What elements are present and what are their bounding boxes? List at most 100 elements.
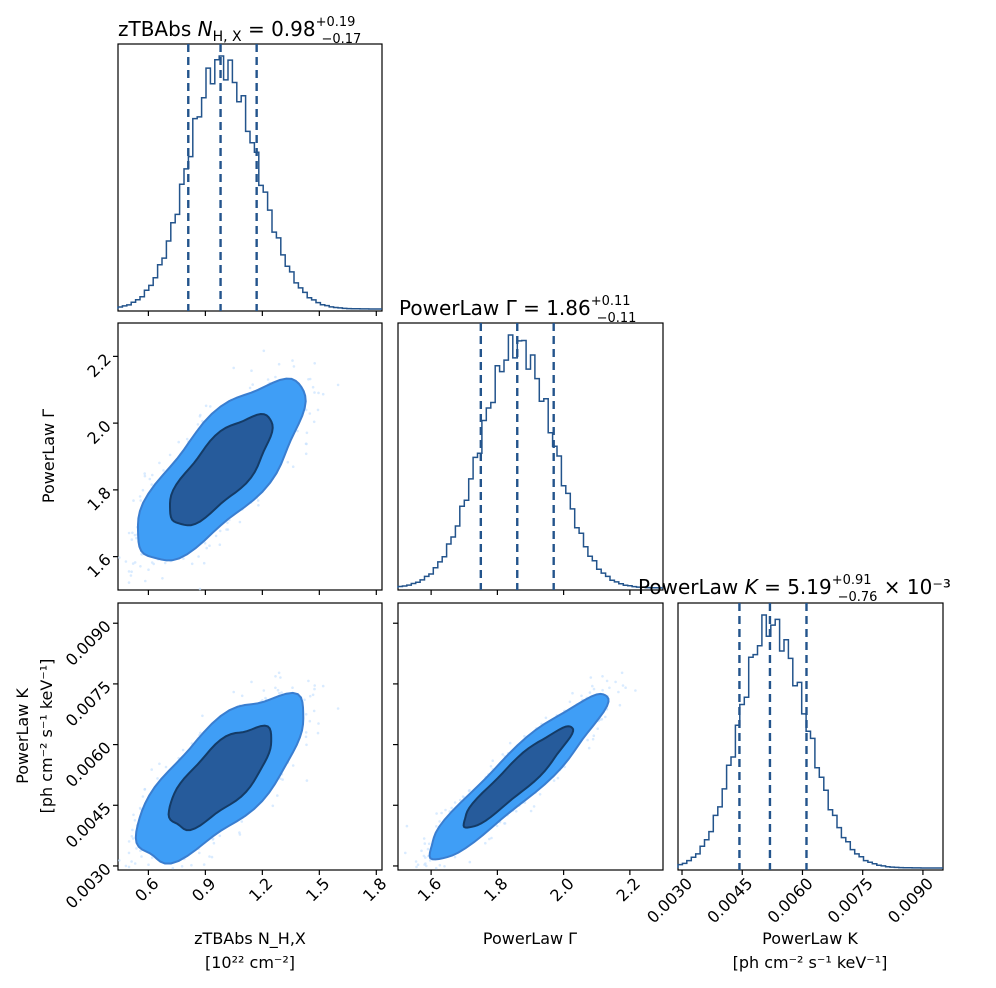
- scatter-point: [450, 806, 454, 810]
- scatter-point: [133, 533, 137, 537]
- xunits-nh: [10²² cm⁻²]: [205, 953, 295, 972]
- y-tick-label-norm: 0.0030: [62, 859, 115, 912]
- scatter-point: [196, 423, 200, 426]
- scatter-point: [127, 581, 131, 584]
- contour-68-nh-norm: [167, 724, 273, 832]
- scatter-point: [336, 707, 340, 710]
- scatter-point: [118, 556, 121, 559]
- scatter-point: [182, 557, 185, 560]
- scatter-point: [278, 691, 281, 695]
- scatter-point: [127, 840, 131, 843]
- x-tick-label-nh: 0.6: [131, 874, 162, 905]
- scatter-point: [620, 671, 624, 675]
- scatter-point: [139, 499, 142, 502]
- scatter-point: [538, 793, 542, 796]
- scatter-point: [256, 499, 260, 502]
- scatter-point: [133, 819, 137, 822]
- scatter-point: [291, 686, 294, 689]
- scatter-point: [127, 851, 131, 855]
- scatter-point: [316, 731, 320, 735]
- scatter-point: [198, 587, 202, 591]
- scatter-point: [544, 716, 548, 720]
- scatter-point: [124, 560, 128, 563]
- scatter-point: [501, 753, 505, 756]
- scatter-point: [589, 676, 593, 679]
- scatter-point: [291, 465, 295, 469]
- scatter-point: [305, 743, 308, 747]
- y-tick-label-gamma: 2.0: [83, 416, 114, 447]
- scatter-point: [130, 570, 133, 573]
- scatter-point: [453, 801, 457, 804]
- scatter-point: [604, 715, 607, 719]
- scatter-point: [133, 561, 137, 564]
- scatter-point: [440, 811, 443, 815]
- title-nh: zTBAbs NH, X = 0.98+0.19 −0.17: [118, 15, 361, 47]
- scatter-point: [552, 779, 556, 782]
- scatter-point: [127, 865, 131, 869]
- x-tick-label-gamma: 1.8: [480, 874, 511, 905]
- scatter-point: [124, 864, 128, 868]
- x-tick-label-norm: 0.0045: [703, 874, 756, 927]
- ylabel-norm: PowerLaw K: [13, 688, 32, 784]
- scatter-point: [608, 686, 611, 690]
- scatter-point: [617, 690, 620, 694]
- scatter-point: [307, 679, 310, 683]
- scatter-point: [139, 565, 142, 568]
- scatter-point: [416, 863, 420, 866]
- scatter-point: [139, 849, 142, 853]
- scatter-point: [423, 842, 427, 845]
- scatter-point: [238, 833, 242, 836]
- scatter-point: [132, 499, 135, 502]
- scatter-point: [532, 805, 536, 808]
- scatter-point: [292, 365, 296, 368]
- scatter-point: [461, 795, 465, 798]
- scatter-point: [203, 541, 207, 545]
- scatter-point: [131, 837, 135, 840]
- y-tick-label-norm: 0.0075: [62, 677, 115, 730]
- scatter-point: [422, 854, 426, 858]
- scatter-point: [130, 835, 134, 838]
- scatter-point: [621, 684, 625, 687]
- scatter-point: [257, 504, 260, 507]
- scatter-point: [313, 684, 317, 687]
- x-tick-label-norm: 0.0030: [643, 874, 696, 927]
- scatter-point: [205, 546, 208, 550]
- scatter-point: [304, 452, 308, 456]
- panel-gamma-hist-frame: [397, 322, 664, 591]
- panel-norm-vs-gamma-frame: [397, 602, 664, 871]
- panel-nh-hist-frame: [117, 43, 383, 312]
- scatter-point: [277, 362, 281, 366]
- scatter-point: [311, 385, 315, 389]
- scatter-point: [212, 841, 216, 845]
- scatter-point: [624, 686, 627, 689]
- scatter-point: [588, 691, 592, 694]
- scatter-point: [208, 855, 211, 858]
- scatter-point: [312, 420, 316, 424]
- scatter-point: [313, 362, 317, 365]
- scatter-point: [420, 849, 423, 853]
- scatter-point: [304, 713, 308, 716]
- scatter-point: [177, 440, 180, 444]
- scatter-point: [428, 859, 432, 862]
- scatter-point: [262, 689, 266, 692]
- scatter-point: [131, 562, 135, 565]
- contour-layer: [134, 377, 610, 865]
- scatter-point: [147, 863, 150, 866]
- scatter-point: [316, 408, 320, 412]
- scatter-point: [281, 778, 284, 781]
- scatter-point: [467, 789, 471, 793]
- scatter-point: [313, 391, 316, 394]
- scatter-point: [276, 688, 280, 692]
- title-gamma: PowerLaw Γ = 1.86+0.11 −0.11: [399, 294, 636, 326]
- scatter-point: [131, 828, 134, 832]
- scatter-point: [435, 825, 438, 828]
- scatter-point: [226, 521, 229, 525]
- histogram-norm: [677, 614, 943, 869]
- scatter-point: [586, 738, 589, 742]
- scatter-point: [180, 865, 184, 868]
- scatter-point: [313, 687, 316, 691]
- scatter-point: [171, 866, 175, 870]
- scatter-point: [596, 727, 599, 730]
- x-tick-label-nh: 1.5: [302, 874, 333, 905]
